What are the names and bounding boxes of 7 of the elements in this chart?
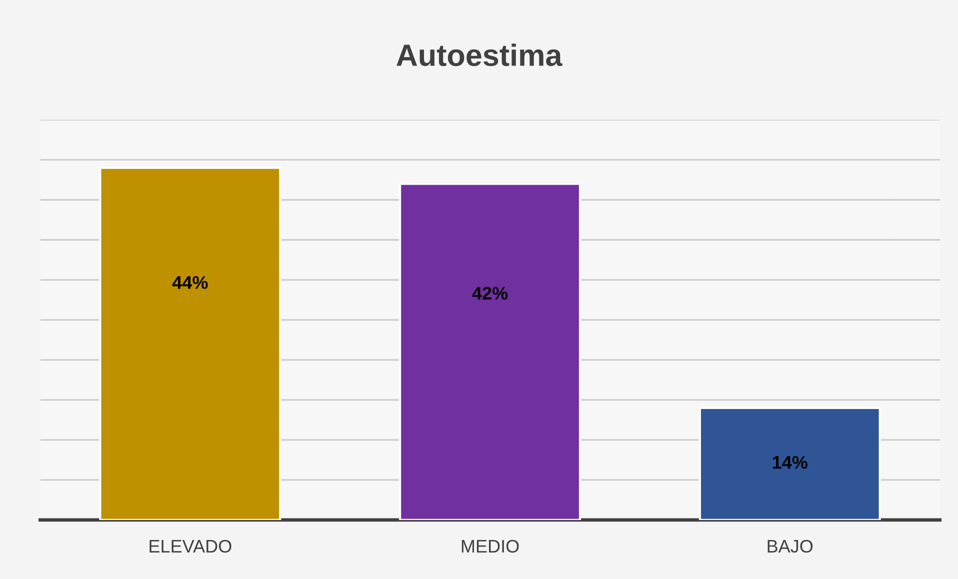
x-tick-label: BAJO [768, 540, 813, 553]
x-tick-label: ELEVADO [150, 540, 232, 553]
data-label: 14% [772, 456, 808, 469]
x-tick-label: MEDIO [462, 540, 519, 553]
data-label: 42% [472, 286, 508, 300]
chart-title: Autoestima [396, 44, 562, 66]
data-label: 44% [172, 276, 208, 289]
